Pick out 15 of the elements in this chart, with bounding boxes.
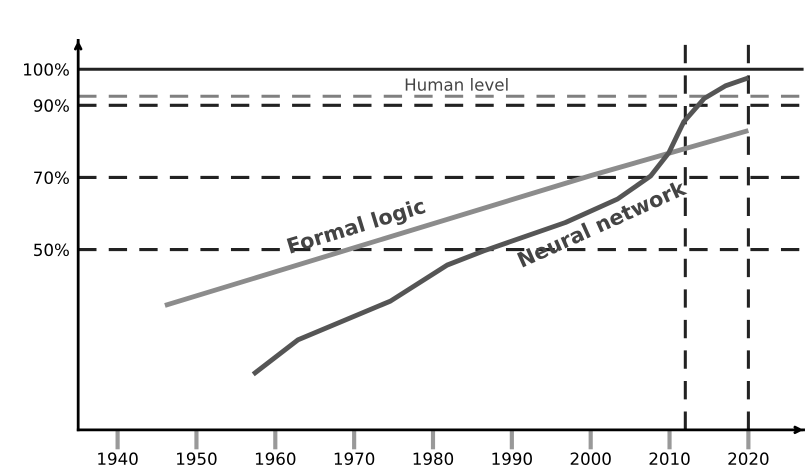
x-tick-label: 1990 [492, 452, 532, 465]
y-tick-label: 90% [34, 99, 69, 112]
x-tick-label: 1960 [256, 452, 296, 465]
y-tick-label: 50% [34, 244, 69, 256]
x-tick-label: 1980 [414, 452, 454, 465]
x-tick-label: 1950 [177, 452, 217, 465]
x-tick-label: 2010 [650, 452, 690, 465]
ref-line-label: Human level [406, 78, 508, 91]
x-tick-label: 1970 [334, 452, 374, 465]
y-tick-label: 100% [24, 63, 69, 76]
x-tick-label: 1940 [98, 452, 138, 465]
line-series [250, 75, 751, 377]
y-tick-label: 70% [34, 171, 69, 184]
x-tick-label: 2020 [728, 452, 768, 465]
x-tick-label: 2000 [570, 452, 611, 465]
